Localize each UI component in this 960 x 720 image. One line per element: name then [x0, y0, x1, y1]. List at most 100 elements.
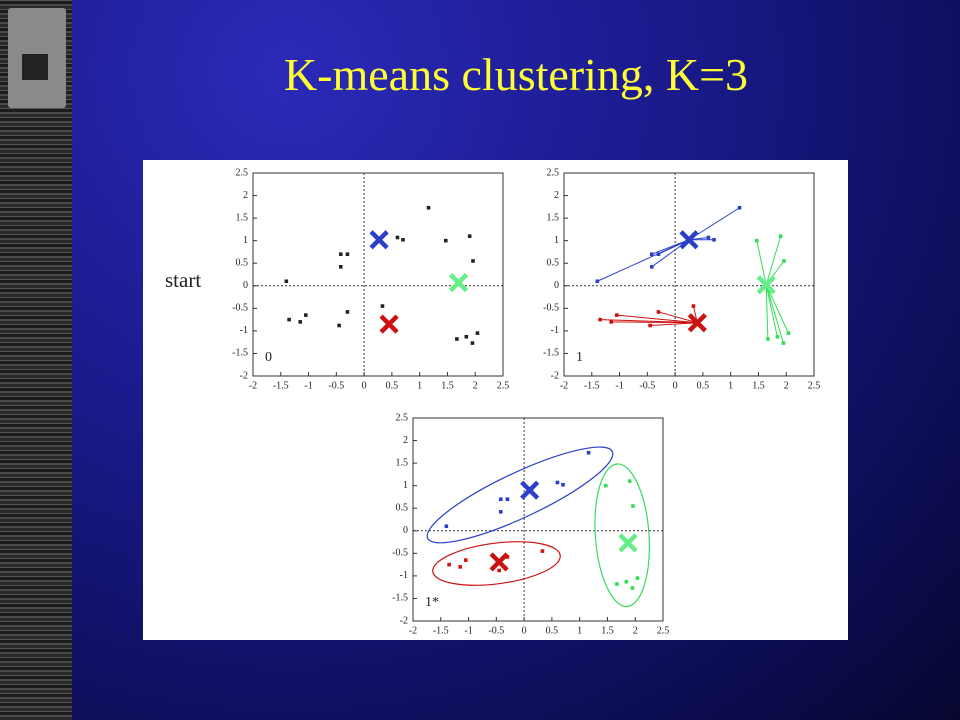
y-tick-label: -0.5: [543, 303, 559, 314]
centroid: [448, 273, 469, 293]
data-point: [586, 450, 591, 455]
data-point: [609, 320, 614, 324]
card-image: [8, 8, 66, 108]
data-point: [775, 334, 780, 339]
data-point: [754, 238, 759, 243]
assignment-link: [765, 236, 782, 286]
assignment-link: [765, 284, 789, 334]
data-point: [627, 479, 632, 483]
y-tick-label: -2: [551, 370, 559, 381]
data-point: [337, 323, 341, 328]
data-point: [555, 480, 560, 485]
y-tick-label: 0.5: [396, 503, 409, 514]
assignment-link: [658, 311, 698, 324]
y-tick-label: 1: [243, 235, 248, 246]
scatter-chart: -2 -1.5 -1 -0.5 0 0.5 1 1.5 2 2.5 -2 -1.5 -1 -0.5 0 0.5…: [543, 167, 820, 391]
x-tick-label: -2: [560, 380, 568, 391]
data-point: [737, 205, 742, 210]
panel-annotation: 1*: [425, 595, 439, 610]
data-point: [345, 252, 350, 256]
data-point: [498, 510, 503, 514]
y-tick-label: 1.5: [236, 212, 249, 223]
y-tick-label: -1: [551, 325, 559, 336]
x-tick-label: -0.5: [639, 380, 655, 391]
centroid: [687, 313, 707, 333]
x-tick-label: -1: [464, 625, 472, 636]
y-tick-label: 2: [403, 435, 408, 446]
data-point: [444, 524, 449, 529]
x-tick-label: -1.5: [273, 380, 289, 391]
data-point: [595, 279, 600, 284]
data-point: [303, 313, 308, 317]
panel-annotation: 1: [576, 350, 583, 365]
data-point: [540, 549, 545, 553]
y-tick-label: 1.5: [547, 212, 560, 223]
y-tick-label: 2.5: [236, 167, 249, 178]
assignment-link: [765, 284, 778, 337]
y-tick-label: 0.5: [547, 258, 560, 269]
data-point: [498, 497, 503, 501]
data-point: [380, 304, 385, 308]
y-tick-label: -2: [240, 370, 248, 381]
x-tick-label: -2: [249, 380, 257, 391]
centroid: [520, 480, 540, 500]
data-point: [470, 341, 475, 345]
data-point: [778, 234, 783, 238]
data-point: [284, 279, 289, 284]
data-point: [338, 265, 343, 269]
y-tick-label: -0.5: [392, 548, 408, 559]
x-tick-label: 0.5: [697, 380, 710, 391]
data-point: [338, 252, 343, 256]
y-tick-label: 0.5: [236, 258, 249, 269]
data-point: [656, 252, 661, 256]
cluster-outline: [426, 446, 614, 544]
centroid: [679, 230, 699, 250]
figure-panel: start -2 -1.5 -1 -0.5 0 0.5 1 1.5 2 2.5 -2 -1.5 -1 -0…: [143, 160, 848, 640]
assignment-link: [765, 284, 769, 340]
data-point: [630, 586, 635, 590]
data-point: [598, 317, 602, 322]
data-point: [401, 237, 405, 242]
centroid: [618, 533, 638, 553]
data-point: [649, 252, 654, 256]
data-point: [298, 320, 303, 324]
panel-annotation: 0: [265, 350, 272, 365]
x-tick-label: -0.5: [488, 625, 504, 636]
data-point: [505, 497, 510, 501]
x-tick-label: -1: [304, 380, 312, 391]
y-tick-label: 2.5: [547, 167, 560, 178]
y-tick-label: 1.5: [396, 457, 409, 468]
data-point: [603, 483, 608, 488]
data-point: [635, 576, 640, 580]
x-tick-label: -2: [409, 625, 417, 636]
x-tick-label: 2.5: [808, 380, 821, 391]
data-point: [649, 265, 654, 269]
cluster-outline: [432, 541, 561, 586]
y-tick-label: 0: [243, 280, 248, 291]
x-tick-label: 2.5: [497, 380, 510, 391]
data-point: [463, 558, 468, 562]
centroid: [756, 275, 776, 295]
x-tick-label: 1.5: [752, 380, 765, 391]
data-point: [395, 235, 400, 240]
data-point: [631, 504, 635, 508]
centroid: [379, 314, 399, 334]
x-tick-label: 2.5: [657, 625, 670, 636]
x-tick-label: -1: [615, 380, 623, 391]
data-point: [561, 482, 565, 487]
data-point: [467, 234, 472, 238]
data-point: [471, 259, 475, 263]
y-tick-label: -1: [400, 570, 408, 581]
data-point: [345, 310, 350, 314]
x-tick-label: 1: [417, 380, 422, 391]
x-tick-label: 1.5: [441, 380, 454, 391]
data-point: [782, 259, 786, 263]
assignment-link: [611, 321, 698, 324]
assignment-link: [650, 322, 698, 326]
assignment-link: [765, 284, 784, 344]
row-label: start: [165, 268, 202, 292]
data-point: [706, 235, 711, 240]
x-tick-label: -1.5: [584, 380, 600, 391]
assignment-link: [616, 314, 698, 324]
y-tick-label: 2.5: [396, 412, 409, 423]
